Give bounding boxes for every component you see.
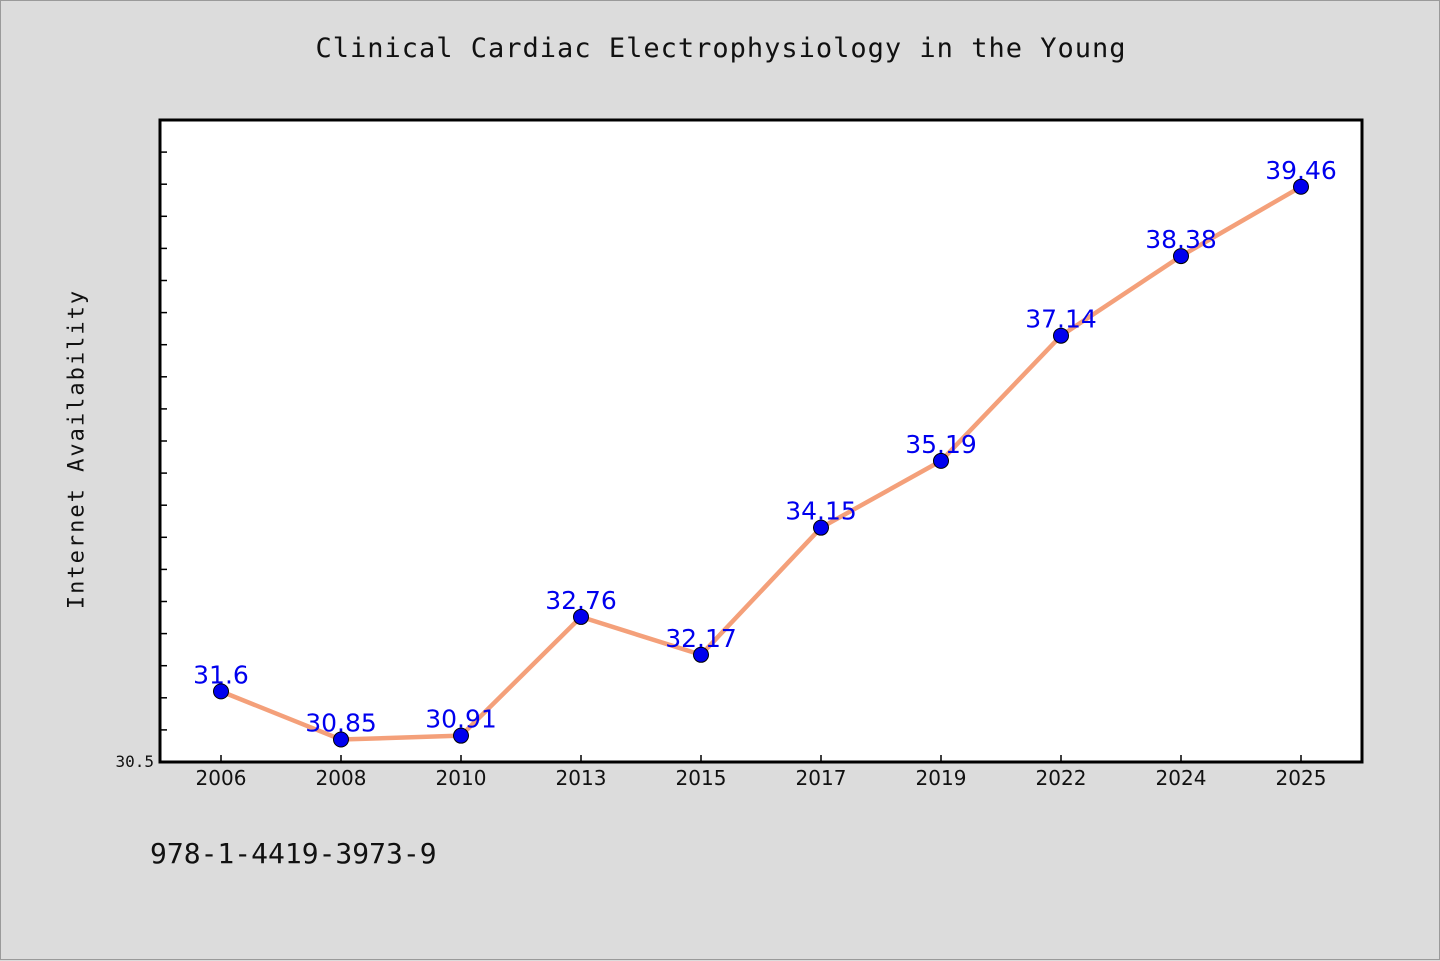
x-tick-label: 2010 [436,766,487,790]
data-point-marker [333,731,349,748]
data-label: 30.91 [425,705,497,734]
data-label: 30.85 [305,709,377,738]
x-tick-label: 2013 [556,766,607,790]
data-point-marker [1293,178,1309,195]
chart-title: Clinical Cardiac Electrophysiology in th… [315,33,1127,64]
data-label: 35.19 [905,430,977,459]
data-point-marker [1173,248,1189,265]
data-label: 32.76 [545,586,617,615]
isbn-annotation: 978-1-4419-3973-9 [150,837,437,870]
data-point-marker [453,727,469,744]
x-tick-label: 2008 [316,766,367,790]
series-group: 31.6 30.85 30.91 32.76 32.17 34.15 35.19 37.14 3… [193,156,1337,748]
series-line [220,184,1303,742]
data-point-marker [933,452,949,469]
x-tick-label: 2019 [916,766,967,790]
data-point-marker [573,608,589,625]
data-point-marker [693,646,709,663]
data-label: 32.17 [665,624,737,653]
y-min-label: 30.5 [115,752,154,771]
x-tick-label: 2022 [1036,766,1087,790]
x-tick-label: 2017 [796,766,847,790]
x-axis-ticks: 2006 2008 2010 2013 2015 2017 2019 2022 2024 2025 [196,755,1327,790]
data-point-marker [813,519,829,536]
data-label: 34.15 [785,497,857,526]
data-label: 37.14 [1025,305,1097,334]
data-point-marker [1053,327,1069,344]
data-label: 38.38 [1145,225,1217,254]
y-minor-ticks [160,151,167,731]
data-label: 31.6 [193,660,249,689]
x-tick-label: 2025 [1276,766,1327,790]
data-label: 39.46 [1265,156,1337,185]
x-tick-label: 2024 [1156,766,1207,790]
data-point-marker [213,683,229,700]
plot-area [158,118,1364,764]
x-tick-label: 2006 [196,766,247,790]
x-tick-label: 2015 [676,766,727,790]
